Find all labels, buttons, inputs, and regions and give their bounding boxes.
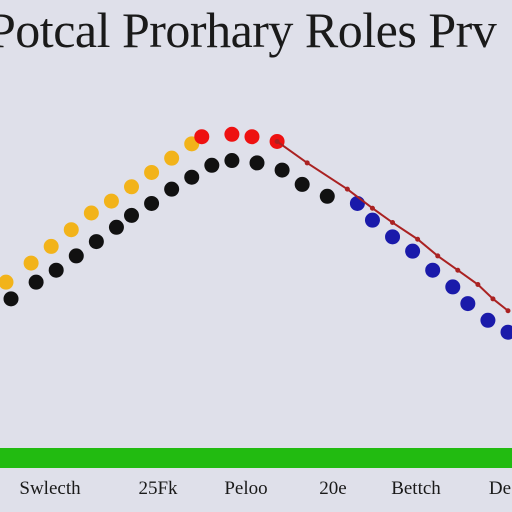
series-1-point-8 — [164, 181, 180, 197]
series-2-point-0 — [194, 129, 210, 145]
x-tick-labels: Swlecth 25Fk Peloo 20e Bettch De — [19, 478, 511, 499]
series-1-point-9 — [184, 169, 200, 185]
series-0-point-7 — [144, 164, 160, 180]
x-tick-label-4: Bettch — [391, 478, 441, 499]
series-0-point-4 — [83, 205, 99, 221]
series-1-point-4 — [88, 234, 104, 250]
series-3-point-3 — [405, 243, 421, 259]
series-1-point-12 — [249, 155, 265, 171]
series-4-marker-0 — [274, 138, 280, 144]
series-3-point-7 — [480, 312, 496, 328]
series-0-point-0 — [0, 274, 14, 290]
series-4-marker-6 — [435, 253, 441, 259]
series-1-point-13 — [274, 162, 290, 178]
series-3-point-2 — [385, 229, 401, 245]
series-4-marker-10 — [505, 308, 511, 314]
chart-baseline — [0, 448, 512, 468]
chart-marks — [0, 126, 512, 340]
series-1-point-15 — [319, 188, 335, 204]
series-1-point-10 — [204, 157, 220, 173]
series-0-point-8 — [164, 150, 180, 166]
series-3-point-0 — [349, 195, 365, 211]
series-0-point-6 — [124, 179, 139, 195]
series-4-marker-9 — [490, 296, 496, 302]
series-3-point-8 — [500, 324, 512, 340]
series-1-point-14 — [294, 176, 310, 192]
series-4-marker-8 — [475, 282, 481, 288]
series-1-point-11 — [224, 153, 240, 169]
x-tick-label-2: Peloo — [224, 478, 267, 499]
series-4-marker-4 — [390, 220, 396, 226]
series-1-point-2 — [48, 262, 64, 278]
series-4-line — [276, 140, 509, 312]
x-tick-label-1: 25Fk — [138, 478, 178, 499]
series-2-point-2 — [244, 129, 260, 145]
series-0-point-2 — [43, 238, 59, 254]
series-1-point-0 — [3, 291, 19, 307]
series-0-point-3 — [63, 222, 79, 238]
series-4-marker-7 — [455, 267, 461, 273]
series-4-marker-3 — [369, 205, 375, 211]
series-3-point-6 — [460, 296, 476, 312]
series-1-point-1 — [28, 274, 44, 290]
series-3-point-4 — [425, 262, 441, 278]
series-3-point-5 — [445, 279, 461, 295]
series-2-point-1 — [224, 126, 240, 142]
series-3-point-1 — [364, 212, 380, 228]
series-1-point-5 — [108, 219, 124, 235]
x-tick-label-0: Swlecth — [19, 478, 81, 499]
series-0-point-5 — [103, 193, 119, 209]
series-1-point-3 — [68, 248, 84, 264]
series-1-point-6 — [124, 207, 139, 223]
x-tick-label-3: 20e — [319, 478, 346, 499]
series-1-point-7 — [144, 195, 160, 211]
series-4-marker-5 — [415, 236, 421, 242]
x-tick-label-5: De — [489, 478, 511, 499]
series-4-marker-1 — [304, 160, 310, 166]
series-4-marker-2 — [344, 186, 350, 192]
chart-title: Potcal Prorhary Roles Prv — [0, 2, 497, 58]
series-0-point-1 — [23, 255, 39, 271]
